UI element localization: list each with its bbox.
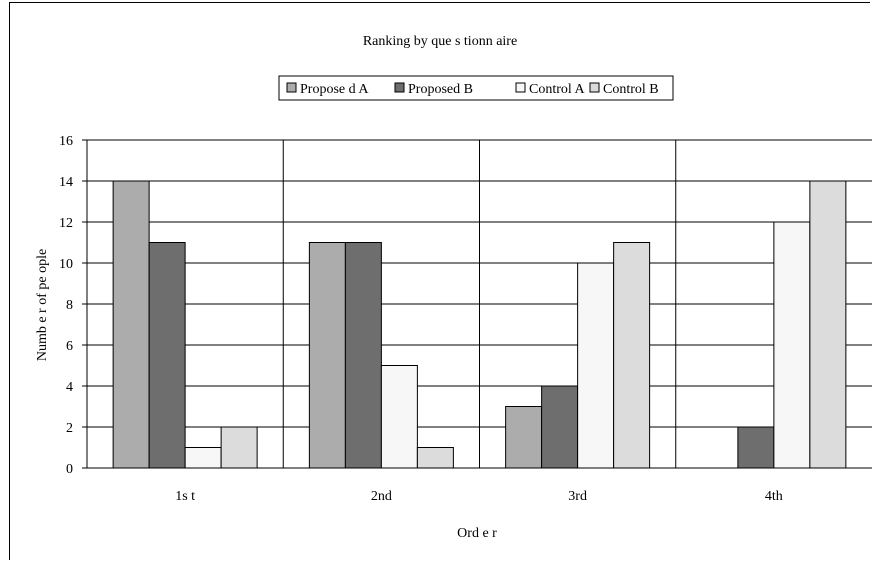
bar-propose-d-a-3 [505, 406, 543, 469]
y-tick-label: 10 [59, 257, 73, 272]
bar-control-a-4 [773, 221, 811, 469]
legend-swatch [589, 82, 600, 93]
legend-swatch [394, 82, 405, 93]
legend-label: Propose d A [300, 82, 369, 97]
legend-label: Proposed B [408, 82, 473, 97]
x-tick-label: 3rd [568, 489, 587, 504]
y-tick-label: 8 [66, 298, 73, 313]
bar-propose-d-a-2 [308, 242, 346, 469]
y-tick-label: 2 [66, 421, 73, 436]
x-tick-label: 1s t [175, 489, 195, 504]
legend-swatch [286, 82, 297, 93]
x-tick-label: 2nd [371, 489, 392, 504]
bar-proposed-b-2 [344, 242, 382, 469]
y-tick-label: 0 [66, 462, 73, 477]
gridlines [87, 139, 872, 469]
bar-proposed-b-4 [737, 426, 775, 469]
x-tick-labels: 1s t 2nd 3rd 4th [175, 489, 783, 504]
y-tick-label: 6 [66, 339, 73, 354]
legend-swatch [515, 82, 526, 93]
x-tick-label: 4th [765, 489, 783, 504]
bar-control-b-4 [809, 180, 847, 469]
legend-box [278, 75, 674, 101]
bar-control-b-1 [220, 426, 258, 469]
y-tick-label: 16 [59, 134, 73, 149]
bar-propose-d-a-1 [112, 180, 150, 469]
y-tick-labels: 0 2 4 6 8 10 12 14 16 [59, 134, 73, 477]
x-axis-label: Ord e r [457, 526, 497, 541]
bars [112, 180, 847, 469]
chart-title: Ranking by que s tionn aire [363, 34, 517, 49]
bar-control-b-3 [613, 242, 651, 469]
legend-label: Control B [603, 82, 659, 97]
bar-proposed-b-1 [148, 242, 186, 469]
y-tick-label: 4 [66, 380, 73, 395]
y-tick-label: 12 [59, 216, 73, 231]
bar-proposed-b-3 [541, 385, 579, 469]
legend: Propose d A Proposed B Control A Control B [278, 75, 674, 101]
axes [82, 139, 872, 469]
legend-label: Control A [529, 82, 586, 97]
bar-control-b-2 [416, 447, 454, 469]
bar-control-a-1 [184, 447, 222, 469]
bar-control-a-3 [577, 262, 615, 469]
y-tick-label: 14 [59, 175, 73, 190]
y-axis-label: Numb e r of pe ople [35, 249, 50, 361]
bar-control-a-2 [380, 365, 418, 469]
